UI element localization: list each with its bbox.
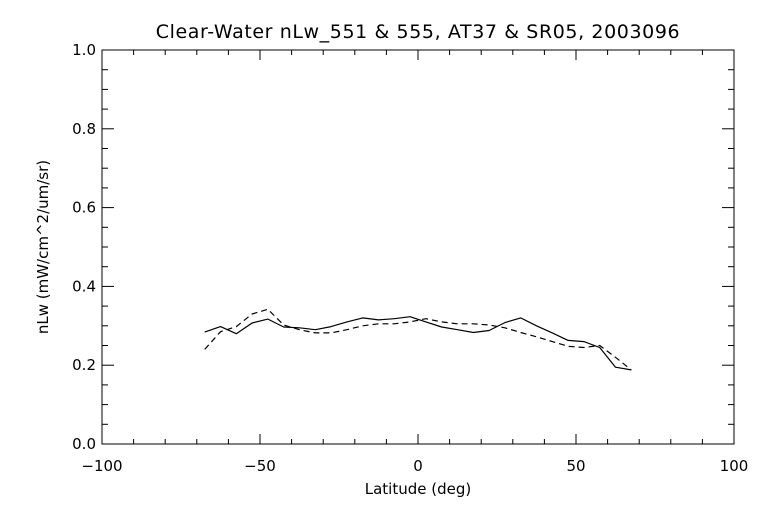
x-tick-label: 50 xyxy=(566,457,585,475)
y-tick-label: 0.6 xyxy=(72,199,96,217)
y-tick-label: 0.0 xyxy=(72,435,96,453)
x-axis-label: Latitude (deg) xyxy=(365,480,471,498)
y-axis-label: nLw (mW/cm^2/um/sr) xyxy=(34,160,52,334)
y-tick-label: 0.4 xyxy=(72,277,96,295)
y-tick-label: 0.2 xyxy=(72,356,96,374)
x-tick-label: 0 xyxy=(413,457,423,475)
plot-frame xyxy=(101,49,735,445)
y-tick-label: 0.8 xyxy=(72,120,96,138)
chart-title: Clear-Water nLw_551 & 555, AT37 & SR05, … xyxy=(156,21,680,43)
series-solid-line xyxy=(204,316,632,371)
y-axis: 0.0 0.2 0.4 0.6 0.8 1.0 xyxy=(72,41,734,453)
x-axis: −100 −50 0 50 100 xyxy=(81,50,748,475)
x-tick-label: −100 xyxy=(81,457,122,475)
y-tick-label: 1.0 xyxy=(72,41,96,59)
series-layer xyxy=(204,308,632,371)
x-tick-label: 100 xyxy=(720,457,749,475)
series-dashed-line xyxy=(204,308,632,371)
x-tick-label: −50 xyxy=(244,457,276,475)
